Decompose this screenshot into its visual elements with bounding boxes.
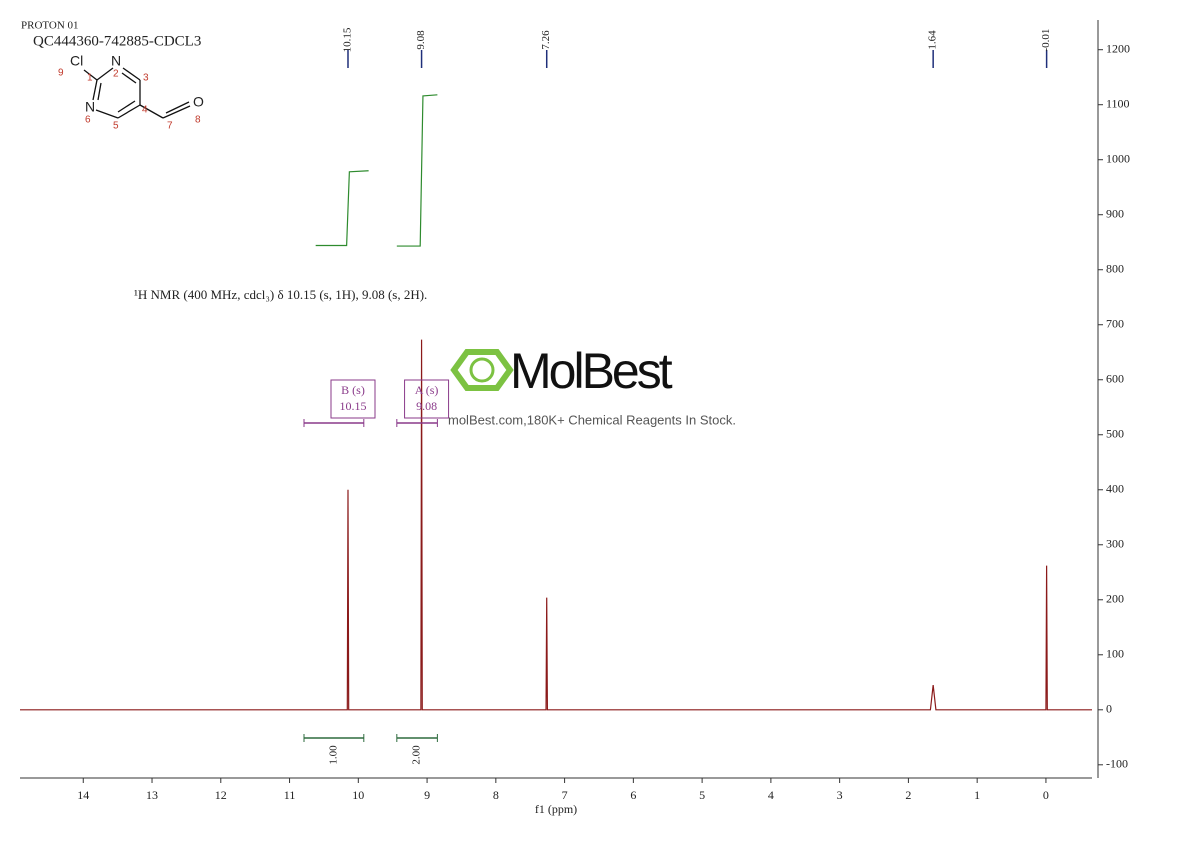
x-tick-label: 11 [284,788,296,802]
atom-number: 7 [167,121,173,132]
x-tick-label: 6 [630,788,636,802]
watermark-tagline: molBest.com,180K+ Chemical Reagents In S… [448,412,736,427]
y-tick-label: 400 [1106,482,1124,496]
bond [162,105,191,119]
multiplet-box [404,379,450,419]
integral-label: 2.00 [411,745,423,765]
atom-number: 9 [58,68,64,79]
annotation: ¹H NMR (400 MHz, cdcl₃) δ 10.15 (s, 1H),… [134,287,427,302]
atom-label: Cl [70,53,83,69]
x-axis-label: f1 (ppm) [535,802,577,816]
logo [450,349,514,391]
x-tick-label: 5 [699,788,705,802]
y-tick-label: 100 [1106,647,1124,661]
peak-label: -0.01 [1040,29,1052,52]
y-tick-label: 800 [1106,261,1124,275]
atom-number: 5 [113,121,119,132]
logo [469,357,495,383]
peak-label: 9.08 [415,30,427,50]
integral-label: 1.00 [327,745,339,765]
y-tick-label: 600 [1106,371,1124,385]
peak-label: 1.64 [927,30,939,50]
x-tick-label: 4 [768,788,774,802]
x-tick-label: 10 [352,788,364,802]
x-tick-label: 3 [837,788,843,802]
atom-number: 2 [113,69,119,80]
atom-label: O [193,94,204,110]
y-tick-label: 300 [1106,537,1124,551]
y-tick-label: 200 [1106,592,1124,606]
y-tick-label: -100 [1106,757,1128,771]
structure [83,67,191,119]
bond [121,72,137,84]
atom-number: 1 [87,73,93,84]
peak-label: 10.15 [342,27,354,52]
multiplet-name: B (s) [341,383,365,397]
y-tick-label: 0 [1106,702,1112,716]
y-tick-label: 1000 [1106,151,1130,165]
bond [122,67,141,81]
bond [165,101,190,114]
x-tick-label: 1 [974,788,980,802]
x-tick-label: 12 [215,788,227,802]
atom-number: 6 [85,115,91,126]
header-line: PROTON 01 [21,20,79,32]
x-tick-label: 13 [146,788,158,802]
atom-label: N [111,53,121,69]
bond [117,104,141,119]
watermark-brand: MolBest [510,343,673,399]
y-tick-label: 500 [1106,427,1124,441]
y-tick-label: 1200 [1106,41,1130,55]
bond [97,82,102,101]
bond [83,69,98,81]
x-tick-label: 8 [493,788,499,802]
header-line: QC444360-742885-CDCL3 [33,33,201,49]
x-tick-label: 2 [905,788,911,802]
bond [95,109,119,119]
multiplet-box [330,379,376,419]
atom-number: 8 [195,115,201,126]
y-tick-label: 900 [1106,206,1124,220]
spectrum [20,339,1092,711]
x-tick-label: 7 [562,788,568,802]
bond [96,67,114,81]
bond [92,79,98,101]
atom-number: 3 [143,73,149,84]
multiplet-name: A (s) [415,383,439,397]
y-tick-label: 1100 [1106,96,1130,110]
atom-number: 4 [142,105,148,116]
multiplet-shift: 10.15 [339,399,366,413]
integral-curve [315,170,369,247]
x-tick-label: 9 [424,788,430,802]
multiplet-shift: 9.08 [416,399,437,413]
x-tick-label: 0 [1043,788,1049,802]
bond [117,100,136,113]
y-tick-label: 700 [1106,316,1124,330]
bond [139,104,164,119]
integral-curve [396,94,438,247]
atom-label: N [85,99,95,115]
peak-label: 7.26 [540,30,552,50]
x-tick-label: 14 [77,788,89,802]
